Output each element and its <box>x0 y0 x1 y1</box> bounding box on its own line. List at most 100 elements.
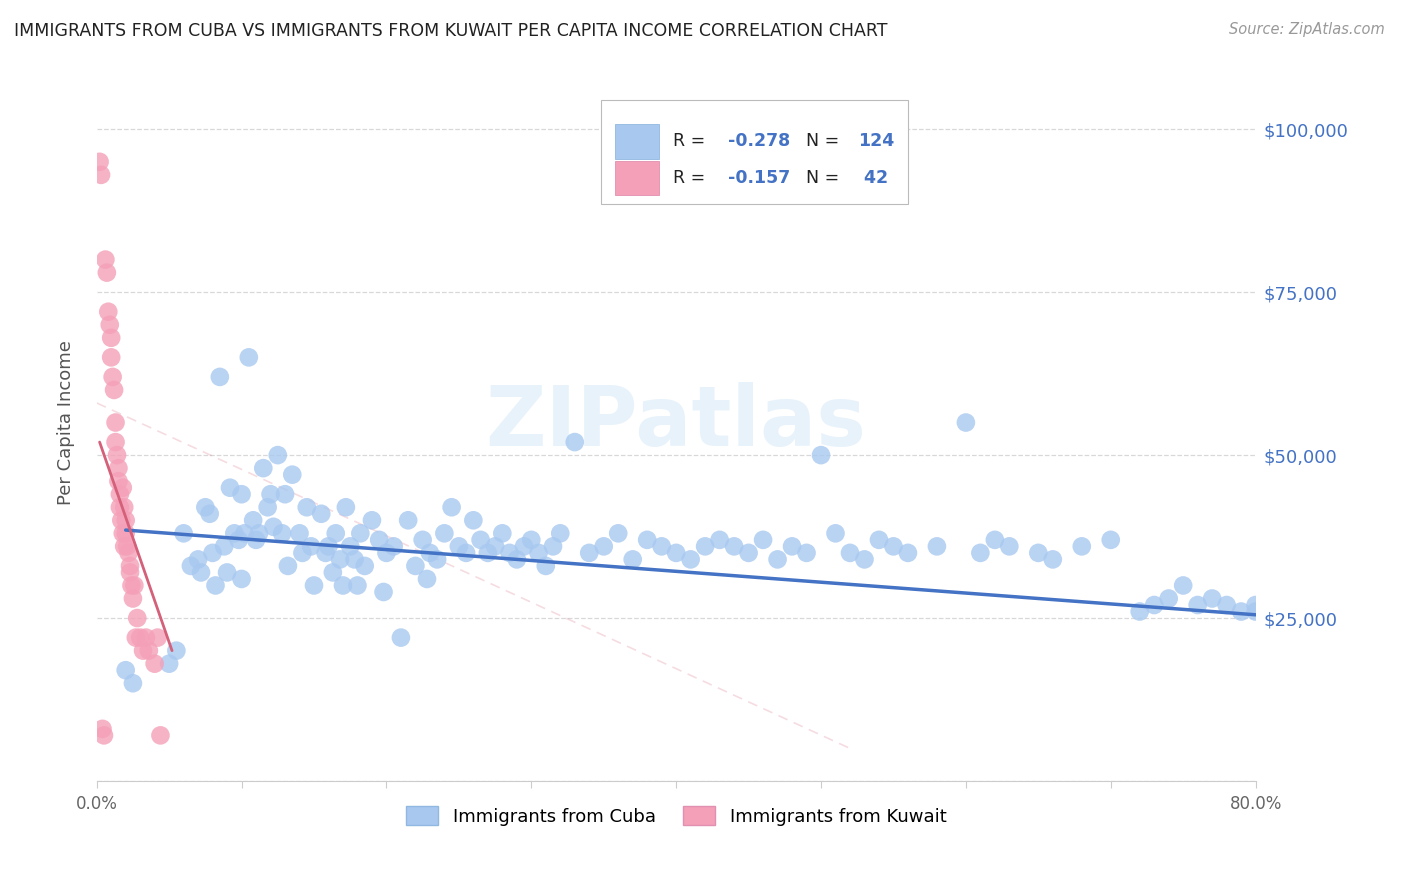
Point <box>382 540 405 554</box>
Point <box>433 526 456 541</box>
Point <box>897 546 920 560</box>
Point <box>129 631 152 645</box>
Point <box>723 540 745 554</box>
Point <box>97 304 120 318</box>
Point <box>157 657 180 671</box>
Point <box>219 481 242 495</box>
Point <box>477 546 499 560</box>
Point <box>541 540 564 554</box>
Point <box>1201 591 1223 606</box>
Point <box>389 631 412 645</box>
Text: N =: N = <box>806 133 845 151</box>
Point <box>796 546 818 560</box>
Point <box>187 552 209 566</box>
Text: -0.157: -0.157 <box>728 169 790 186</box>
Point <box>419 546 441 560</box>
Point <box>165 643 187 657</box>
Point <box>839 546 862 560</box>
Text: 42: 42 <box>858 169 889 186</box>
Point <box>111 526 134 541</box>
Bar <box>614 161 659 195</box>
Point <box>882 540 904 554</box>
Point <box>329 552 352 566</box>
Point <box>607 526 630 541</box>
Point <box>98 318 121 332</box>
Point <box>245 533 267 547</box>
Point <box>752 533 775 547</box>
Point <box>295 500 318 515</box>
Point <box>548 526 571 541</box>
Point <box>127 611 149 625</box>
Point <box>190 566 212 580</box>
Point <box>146 631 169 645</box>
Point <box>89 154 111 169</box>
Point <box>484 540 506 554</box>
Point <box>247 526 270 541</box>
Point <box>231 487 253 501</box>
Point <box>315 546 337 560</box>
Point <box>108 500 131 515</box>
Point <box>228 533 250 547</box>
Point <box>955 416 977 430</box>
Point <box>110 513 132 527</box>
Point <box>224 526 246 541</box>
Point <box>117 546 139 560</box>
Point <box>238 351 260 365</box>
Point <box>578 546 600 560</box>
Point <box>100 331 122 345</box>
Point <box>824 526 846 541</box>
Point <box>998 540 1021 554</box>
Point <box>104 416 127 430</box>
Point <box>506 552 529 566</box>
Point <box>194 500 217 515</box>
Point <box>513 540 536 554</box>
Point <box>107 474 129 488</box>
Point <box>198 507 221 521</box>
Point <box>101 370 124 384</box>
Point <box>271 526 294 541</box>
Point <box>463 513 485 527</box>
Point <box>651 540 673 554</box>
Point <box>212 540 235 554</box>
Point <box>456 546 478 560</box>
Text: 124: 124 <box>858 133 894 151</box>
Point <box>780 540 803 554</box>
Point <box>636 533 658 547</box>
Point <box>125 631 148 645</box>
Point <box>361 513 384 527</box>
Point <box>112 540 135 554</box>
Point <box>416 572 439 586</box>
Point <box>107 461 129 475</box>
Point <box>256 500 278 515</box>
Point <box>118 566 141 580</box>
Point <box>204 578 226 592</box>
Point <box>925 540 948 554</box>
Point <box>1026 546 1049 560</box>
Point <box>90 168 112 182</box>
Point <box>122 591 145 606</box>
Point <box>94 252 117 267</box>
Point <box>346 578 368 592</box>
Bar <box>614 124 659 159</box>
Point <box>318 540 340 554</box>
Text: R =: R = <box>672 133 710 151</box>
Point <box>173 526 195 541</box>
Point <box>138 643 160 657</box>
Point <box>592 540 614 554</box>
Point <box>498 546 520 560</box>
Point <box>103 383 125 397</box>
Point <box>100 351 122 365</box>
Point <box>520 533 543 547</box>
Point <box>121 578 143 592</box>
Point <box>291 546 314 560</box>
Point <box>709 533 731 547</box>
Point <box>309 507 332 521</box>
Point <box>412 533 434 547</box>
Point <box>252 461 274 475</box>
Text: N =: N = <box>806 169 845 186</box>
Point <box>115 540 138 554</box>
Point <box>114 663 136 677</box>
Point <box>288 526 311 541</box>
Point <box>396 513 419 527</box>
Point <box>339 540 361 554</box>
